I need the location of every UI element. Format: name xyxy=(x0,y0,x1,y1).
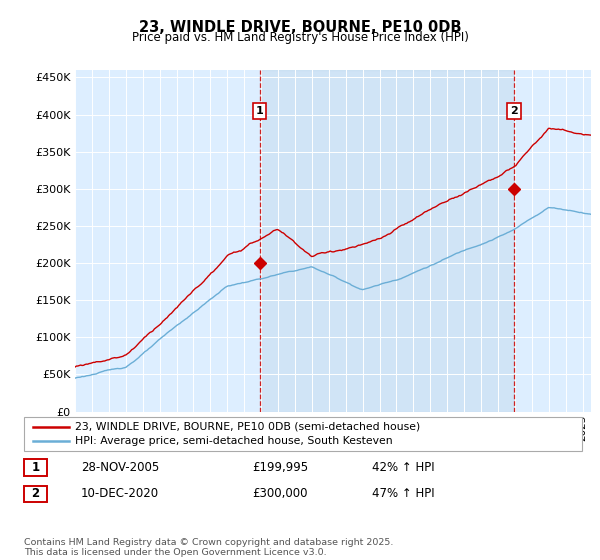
Text: £300,000: £300,000 xyxy=(252,487,308,501)
Text: 28-NOV-2005: 28-NOV-2005 xyxy=(81,461,159,474)
Text: 1: 1 xyxy=(31,461,40,474)
Text: Price paid vs. HM Land Registry's House Price Index (HPI): Price paid vs. HM Land Registry's House … xyxy=(131,31,469,44)
Text: 1: 1 xyxy=(256,106,263,116)
Text: 23, WINDLE DRIVE, BOURNE, PE10 0DB (semi-detached house): 23, WINDLE DRIVE, BOURNE, PE10 0DB (semi… xyxy=(75,422,420,432)
Text: HPI: Average price, semi-detached house, South Kesteven: HPI: Average price, semi-detached house,… xyxy=(75,436,392,446)
Text: 42% ↑ HPI: 42% ↑ HPI xyxy=(372,461,434,474)
Text: 23, WINDLE DRIVE, BOURNE, PE10 0DB: 23, WINDLE DRIVE, BOURNE, PE10 0DB xyxy=(139,20,461,35)
Text: £199,995: £199,995 xyxy=(252,461,308,474)
Text: 10-DEC-2020: 10-DEC-2020 xyxy=(81,487,159,501)
Text: Contains HM Land Registry data © Crown copyright and database right 2025.
This d: Contains HM Land Registry data © Crown c… xyxy=(24,538,394,557)
Text: 47% ↑ HPI: 47% ↑ HPI xyxy=(372,487,434,501)
Text: 2: 2 xyxy=(31,487,40,501)
Bar xyxy=(260,70,514,412)
Text: 2: 2 xyxy=(510,106,518,116)
